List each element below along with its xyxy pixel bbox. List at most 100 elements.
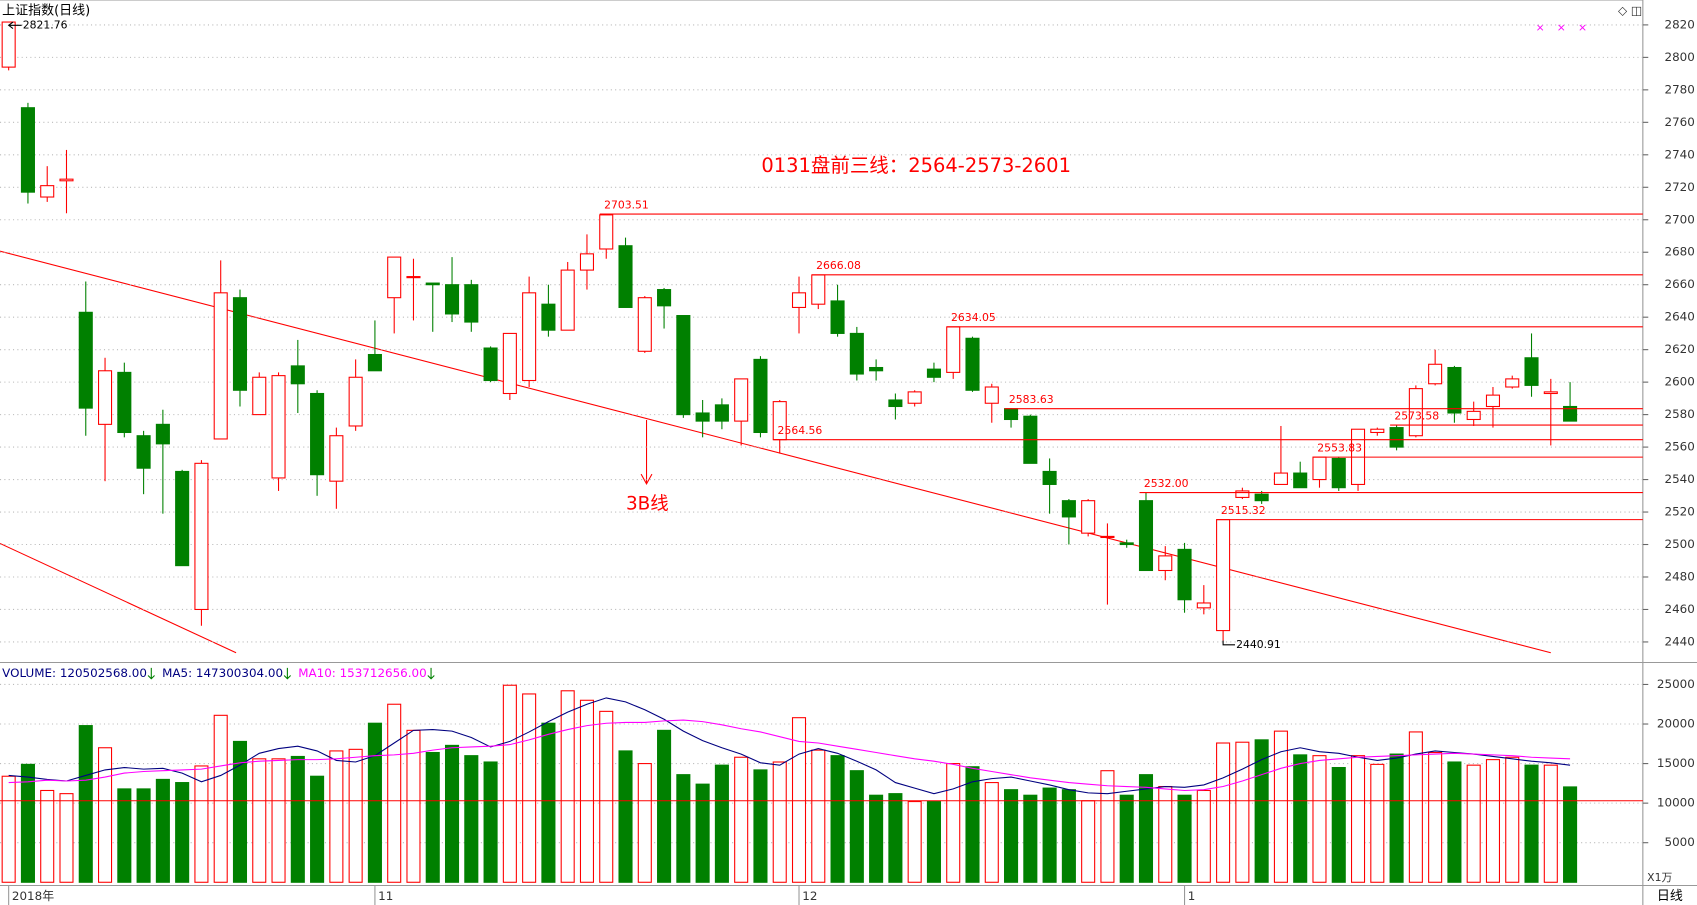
- candle-body: [1389, 427, 1404, 448]
- candle-body: [657, 289, 672, 307]
- y-tick-label: 2660: [1665, 277, 1695, 291]
- candle-body: [271, 375, 286, 479]
- volume-bar: [1235, 741, 1250, 883]
- legend-arrow: [283, 667, 292, 680]
- y-tick-label: 2540: [1665, 472, 1695, 486]
- toolbar-icons[interactable]: ◇ ◫: [1618, 3, 1642, 17]
- candle-body: [1370, 428, 1385, 434]
- volume-bar: [194, 765, 209, 883]
- annotation: 0131盘前三线：2564-2573-2601: [761, 154, 1071, 177]
- candle-body: [734, 378, 749, 422]
- period-label[interactable]: 日线: [1657, 889, 1683, 904]
- candle-body: [1177, 548, 1192, 601]
- level-label: 2515.32: [1221, 504, 1266, 517]
- trend-line: [0, 250, 1551, 654]
- volume-bar: [252, 758, 267, 883]
- markers: × × ×: [1536, 21, 1592, 34]
- level-label: 2532.00: [1144, 477, 1189, 490]
- candle-body: [599, 214, 614, 250]
- candle-body: [367, 353, 382, 372]
- candle-body: [1100, 535, 1115, 539]
- volume-bar: [657, 729, 672, 883]
- candle-body: [849, 332, 864, 375]
- y-tick-label: 2760: [1665, 115, 1695, 129]
- candle-body: [213, 292, 228, 440]
- volume-bar: [117, 788, 132, 883]
- level-label: 2564.56: [778, 424, 823, 437]
- volume-bar: [1177, 794, 1192, 883]
- volume-bar: [1216, 742, 1231, 883]
- candle-body: [98, 370, 113, 425]
- y-tick-label: 2800: [1665, 50, 1695, 64]
- candle-body: [387, 256, 402, 299]
- max-arrow: [7, 21, 22, 29]
- volume-bar: [213, 714, 228, 883]
- candle-body: [136, 435, 151, 469]
- volume-bar: [753, 769, 768, 883]
- volume-bar: [830, 755, 845, 883]
- candle-body: [1543, 391, 1558, 395]
- y-tick-label: 25000: [1657, 677, 1695, 691]
- candle-body: [753, 358, 768, 434]
- candle-body: [946, 326, 961, 373]
- candle-body: [541, 303, 556, 331]
- volume-bar: [1331, 766, 1346, 883]
- volume-bar: [772, 761, 787, 883]
- volume-bar: [791, 717, 807, 883]
- volume-bar: [888, 793, 903, 883]
- candle-body: [348, 376, 363, 427]
- volume-bar: [695, 783, 710, 883]
- volume-bar: [1100, 770, 1115, 883]
- y-tick-label: 2820: [1665, 17, 1695, 31]
- candle-body: [579, 253, 595, 271]
- volume-bar: [1138, 774, 1154, 883]
- volume-bar: [1061, 789, 1076, 883]
- candle-body: [1524, 357, 1539, 386]
- y-tick-label: 2500: [1665, 537, 1695, 551]
- volume-bar: [98, 747, 113, 883]
- ma-line: [8, 697, 1571, 795]
- volume-bar: [1447, 761, 1462, 883]
- candle-body: [522, 292, 537, 382]
- volume-bar: [926, 801, 941, 883]
- volume-bar: [444, 744, 460, 883]
- volume-bar: [579, 699, 595, 883]
- volume-bar: [541, 722, 556, 883]
- volume-bar: [387, 703, 402, 883]
- volume-bar: [1312, 755, 1327, 883]
- y-tick-label: 2560: [1665, 440, 1695, 454]
- candle-body: [811, 274, 826, 305]
- volume-bar: [946, 763, 961, 883]
- volume-bar: [618, 750, 633, 883]
- volume-bar: [1389, 753, 1404, 883]
- volume-bar: [1505, 756, 1520, 883]
- candle-body: [1273, 472, 1288, 485]
- volume-bar: [1563, 786, 1578, 883]
- candle-body: [618, 245, 633, 308]
- volume-bar: [965, 766, 980, 883]
- volume-bar: [1543, 764, 1558, 883]
- volume-legend: VOLUME: 120502568.00: [2, 666, 147, 680]
- candle-body: [1563, 405, 1578, 422]
- x-tick-label: 11: [378, 889, 393, 903]
- candle-body: [175, 470, 190, 567]
- candle-body: [714, 404, 729, 422]
- candle-body: [1216, 519, 1231, 632]
- volume-bar: [502, 684, 517, 883]
- candle-body: [502, 332, 517, 395]
- volume-bar: [1485, 759, 1501, 883]
- volume-bar: [714, 764, 729, 883]
- volume-bar: [464, 755, 479, 883]
- volume-bar: [1196, 789, 1211, 883]
- candle-body: [1081, 500, 1096, 534]
- volume-bar: [59, 793, 74, 883]
- level-label: 2583.63: [1009, 393, 1054, 406]
- volume-bar: [483, 761, 498, 883]
- y-tick-label: 5000: [1665, 835, 1695, 849]
- y-tick-label: 2720: [1665, 180, 1695, 194]
- min-arrow: [1222, 640, 1236, 646]
- candle-body: [637, 297, 652, 352]
- candle-body: [1485, 394, 1501, 408]
- candle-body: [1235, 490, 1250, 498]
- candle-body: [1138, 500, 1154, 572]
